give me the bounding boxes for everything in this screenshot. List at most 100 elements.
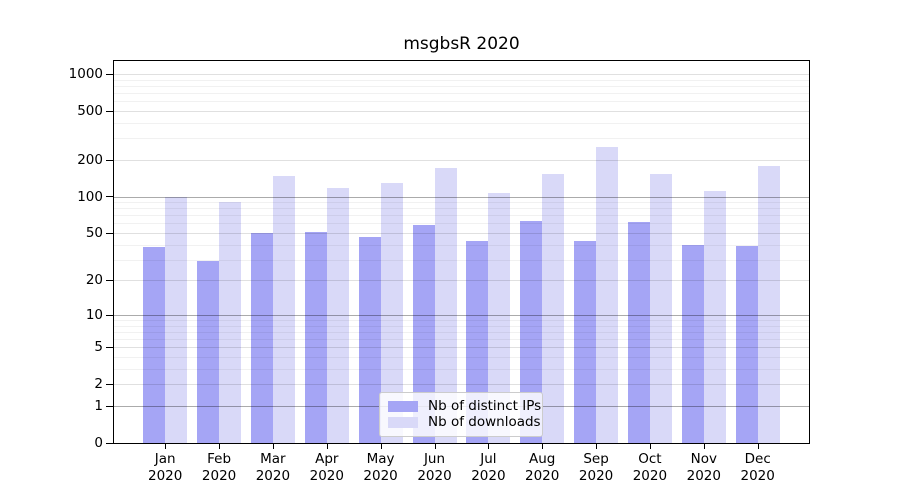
- x-tick-label-may: May 2020: [363, 451, 398, 484]
- gridline-major-2: [114, 384, 809, 386]
- bar-downloads-nov: [703, 190, 726, 443]
- chart-title: msgbsR 2020: [403, 34, 520, 54]
- bar-downloads-aug: [542, 174, 565, 443]
- bar-downloads-sep: [596, 147, 619, 443]
- y-tick-label-100: 100: [77, 188, 103, 205]
- y-tick-mark-200: [106, 160, 113, 161]
- bar-ips-oct: [627, 221, 650, 443]
- x-tick-label-sep: Sep 2020: [578, 451, 614, 484]
- x-tick-mark-nov: [704, 444, 705, 449]
- gridline-major-500: [114, 110, 809, 112]
- gridline-major-5: [114, 347, 809, 349]
- plot-area: [113, 60, 810, 444]
- bar-downloads-apr: [326, 187, 349, 443]
- gridline-minor-4: [114, 357, 809, 358]
- bar-ips-feb: [197, 261, 220, 443]
- bar-downloads-mar: [272, 175, 295, 443]
- x-tick-mark-dec: [758, 444, 759, 449]
- y-tick-label-50: 50: [85, 225, 103, 241]
- gridline-minor-400: [114, 122, 809, 124]
- x-tick-label-nov: Nov 2020: [686, 451, 721, 484]
- bar-ips-may: [358, 237, 381, 443]
- x-tick-label-jul: Jul 2020: [471, 451, 506, 484]
- gridline-minor-40: [114, 244, 809, 246]
- y-tick-mark-5: [106, 347, 113, 348]
- y-tick-label-20: 20: [85, 272, 103, 289]
- bar-ips-mar: [250, 233, 273, 443]
- x-tick-label-aug: Aug 2020: [525, 451, 560, 484]
- x-tick-mark-jan: [165, 444, 166, 449]
- gridline-minor-60: [114, 223, 809, 225]
- y-tick-label-10: 10: [85, 306, 103, 323]
- gridline-minor-30: [114, 259, 809, 261]
- bar-downloads-jan: [165, 196, 188, 443]
- x-tick-label-feb: Feb 2020: [201, 451, 237, 484]
- bar-ips-nov: [681, 244, 704, 443]
- y-tick-mark-20: [106, 280, 113, 281]
- gridline-minor-800: [114, 85, 809, 87]
- x-tick-label-oct: Oct 2020: [632, 451, 668, 484]
- bar-downloads-oct: [649, 173, 672, 443]
- y-tick-mark-0: [106, 443, 113, 444]
- gridline-minor-300: [114, 138, 809, 140]
- y-tick-label-1000: 1000: [68, 65, 103, 82]
- y-tick-mark-100: [106, 196, 113, 197]
- legend-label-distinct-ips: Nb of distinct IPs: [428, 398, 542, 414]
- gridline-minor-90: [114, 202, 809, 203]
- y-tick-mark-1: [106, 406, 113, 407]
- gridline-minor-3: [114, 368, 809, 370]
- x-tick-mark-sep: [596, 444, 597, 449]
- gridline-major-50: [114, 233, 809, 234]
- legend-item-distinct-ips: Nb of distinct IPs: [388, 399, 541, 414]
- gridline-minor-70: [114, 215, 809, 217]
- bars-layer: [114, 61, 809, 443]
- gridline-minor-9: [114, 320, 809, 321]
- x-tick-label-jun: Jun 2020: [417, 451, 452, 484]
- y-tick-label-1: 1: [94, 398, 103, 414]
- bar-ips-aug: [520, 220, 543, 443]
- gridline-minor-7: [114, 331, 809, 333]
- bar-ips-sep: [574, 240, 597, 443]
- bar-ips-apr: [304, 231, 327, 443]
- bar-ips-jan: [143, 247, 166, 443]
- y-tick-label-0: 0: [94, 435, 103, 451]
- x-tick-mark-mar: [273, 444, 274, 449]
- y-tick-label-2: 2: [94, 376, 103, 393]
- bar-ips-dec: [735, 245, 758, 443]
- y-tick-label-500: 500: [77, 102, 103, 119]
- y-tick-mark-1000: [106, 74, 113, 75]
- x-tick-mark-may: [381, 444, 382, 449]
- gridline-minor-600: [114, 101, 809, 103]
- bar-downloads-dec: [757, 166, 780, 443]
- y-tick-mark-10: [106, 315, 113, 316]
- gridline-major-200: [114, 159, 809, 161]
- y-tick-mark-50: [106, 233, 113, 234]
- x-tick-mark-apr: [327, 444, 328, 449]
- y-tick-mark-2: [106, 384, 113, 385]
- legend-swatch-distinct-ips: [388, 401, 418, 412]
- gridline-minor-8: [114, 325, 809, 327]
- x-tick-label-apr: Apr 2020: [309, 451, 344, 484]
- y-tick-label-200: 200: [77, 151, 103, 168]
- gridline-decade-10: [114, 314, 809, 316]
- bar-downloads-may: [380, 182, 403, 443]
- gridline-decade-100: [114, 196, 809, 198]
- legend-label-downloads: Nb of downloads: [428, 414, 541, 430]
- plot-inner: [114, 61, 809, 443]
- x-tick-mark-oct: [650, 444, 651, 449]
- x-tick-mark-feb: [219, 444, 220, 449]
- gridline-minor-900: [114, 79, 809, 81]
- grid-layer: [114, 61, 809, 443]
- y-tick-mark-500: [106, 111, 113, 112]
- y-tick-label-5: 5: [94, 339, 103, 356]
- gridline-minor-700: [114, 93, 809, 94]
- gridline-major-20: [114, 280, 809, 282]
- x-tick-mark-aug: [542, 444, 543, 449]
- x-tick-label-jan: Jan 2020: [148, 451, 183, 484]
- bar-ips-jun: [412, 225, 435, 443]
- legend-swatch-downloads: [388, 417, 418, 428]
- legend-item-downloads: Nb of downloads: [388, 415, 541, 430]
- bar-downloads-jul: [488, 192, 511, 443]
- legend: Nb of distinct IPs Nb of downloads: [379, 392, 543, 437]
